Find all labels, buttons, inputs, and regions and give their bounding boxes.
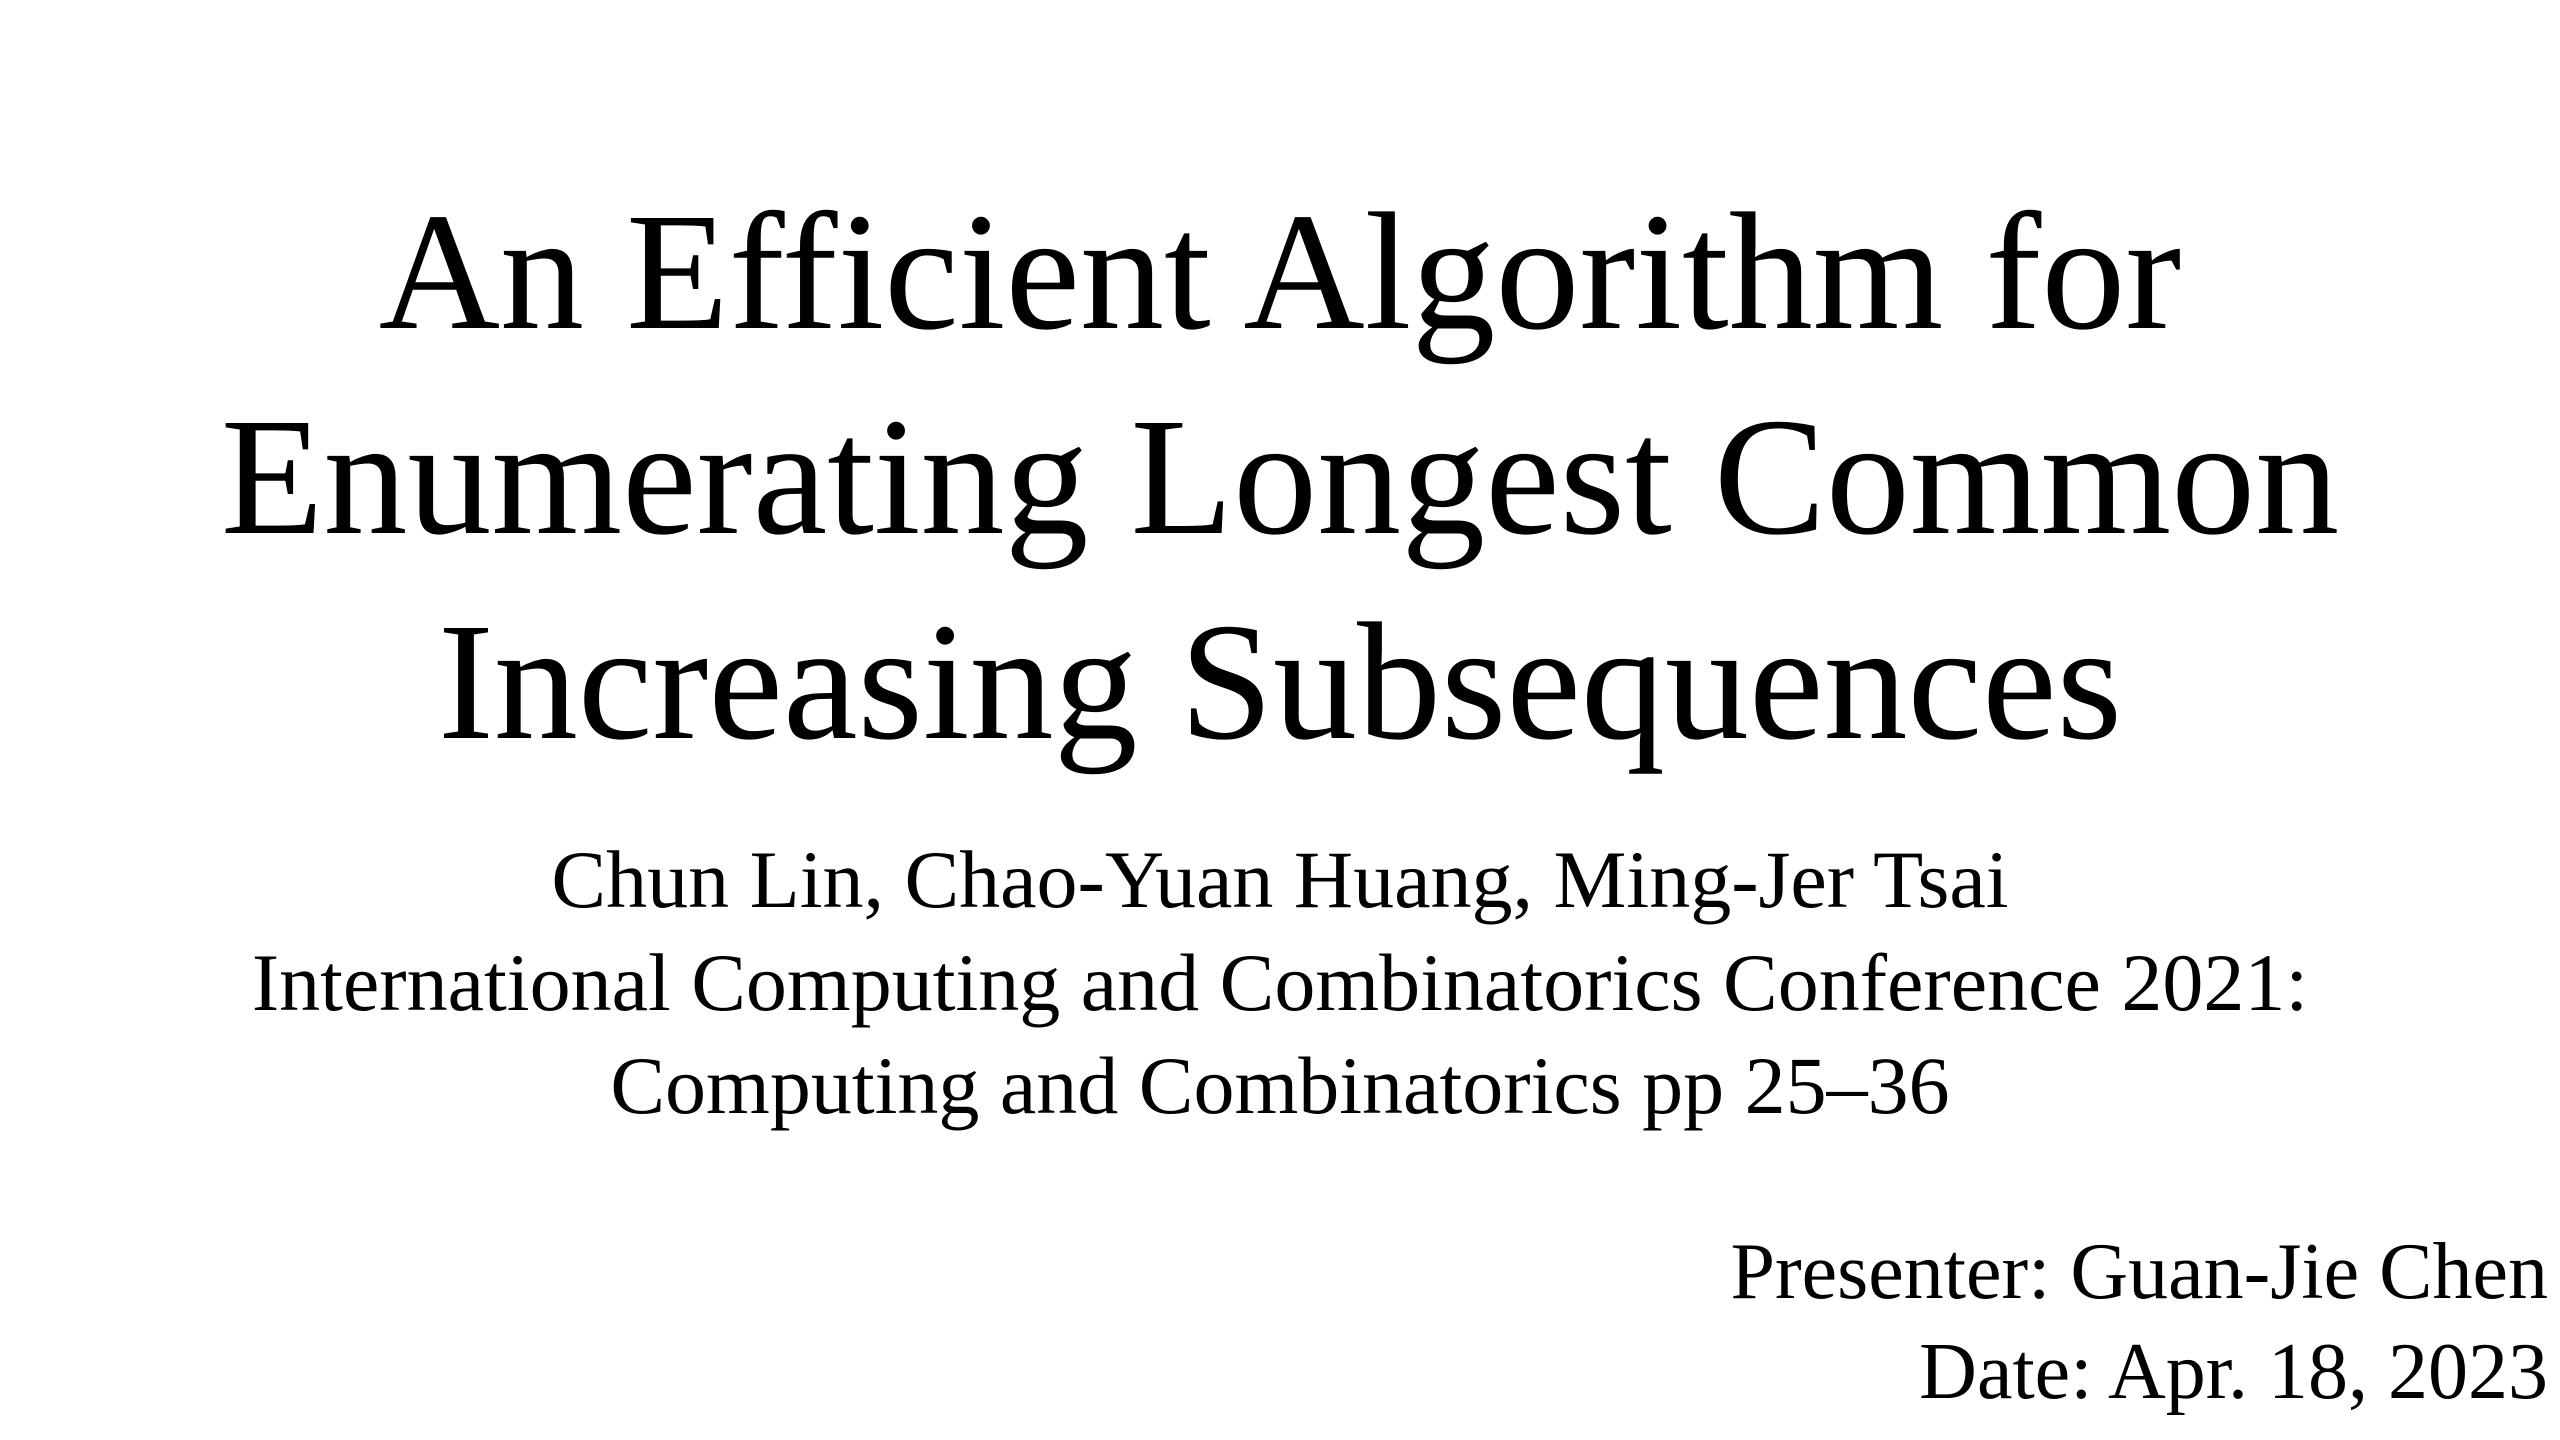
venue-line-2: Computing and Combinatorics pp 25–36: [610, 1040, 1950, 1131]
presenter-line: Presenter: Guan-Jie Chen: [1730, 1228, 2548, 1316]
title-line-2: Enumerating Longest Common: [220, 384, 2340, 570]
title-line-3: Increasing Subsequences: [437, 589, 2123, 775]
slide-title: An Efficient Algorithm for Enumerating L…: [0, 170, 2560, 785]
authors-line: Chun Lin, Chao-Yuan Huang, Ming-Jer Tsai: [551, 834, 2009, 925]
venue-line-1: International Computing and Combinatoric…: [251, 937, 2309, 1028]
date-line: Date: Apr. 18, 2023: [1919, 1328, 2548, 1416]
title-line-1: An Efficient Algorithm for: [378, 179, 2182, 365]
presenter-info: Presenter: Guan-Jie Chen Date: Apr. 18, …: [1730, 1222, 2548, 1422]
paper-info: Chun Lin, Chao-Yuan Huang, Ming-Jer Tsai…: [0, 828, 2560, 1137]
